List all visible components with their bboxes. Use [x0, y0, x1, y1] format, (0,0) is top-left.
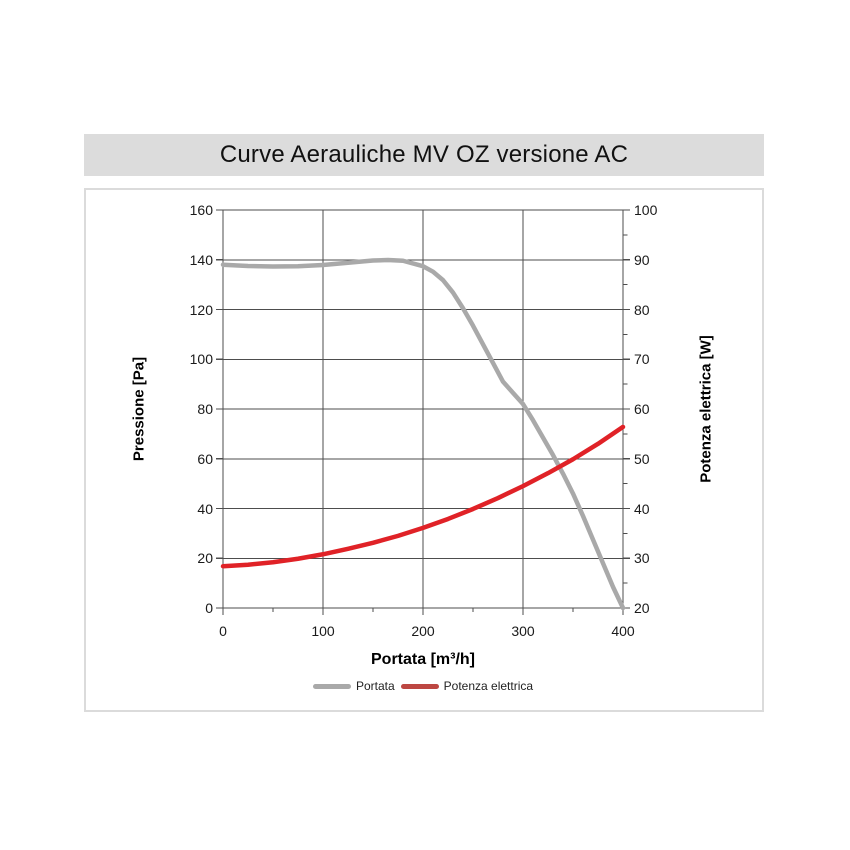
legend-item-potenza: Potenza elettrica [400, 679, 534, 693]
tick-label: 90 [634, 251, 650, 268]
tick-label: 40 [634, 500, 650, 517]
tick-label: 140 [189, 251, 213, 268]
tick-label: 60 [634, 401, 650, 417]
legend-label-potenza: Potenza elettrica [443, 679, 534, 693]
legend: Portata Potenza elettrica [223, 679, 623, 693]
y-axis-left-title: Pressione [Pa] [130, 356, 148, 462]
tick-label: 80 [197, 401, 213, 417]
plot-area [216, 209, 630, 615]
tick-label: 100 [311, 623, 335, 639]
tick-label: 20 [634, 600, 650, 616]
tick-label: 0 [219, 623, 227, 639]
curve-potenza-elettrica [220, 424, 626, 569]
chart-panel: Pressione [Pa] Potenza elettrica [W] 160… [84, 188, 764, 712]
chart-title: Curve Aerauliche MV OZ versione AC [219, 141, 629, 168]
tick-label: 80 [634, 301, 650, 318]
curve-portata [220, 257, 626, 611]
y-axis-right-title: Potenza elettrica [W] [697, 335, 715, 483]
portata-line-swatch [312, 683, 351, 689]
tick-label: 20 [197, 550, 213, 567]
tick-label: 100 [189, 351, 213, 368]
tick-label: 0 [205, 600, 213, 616]
tick-label: 160 [189, 202, 213, 218]
tick-label: 60 [197, 450, 213, 467]
tick-label: 70 [634, 351, 650, 368]
tick-label: 400 [611, 623, 635, 639]
tick-label: 200 [411, 623, 435, 639]
tick-label: 40 [197, 500, 213, 517]
chart-title-banner: Curve Aerauliche MV OZ versione AC [84, 134, 764, 176]
tick-label: 30 [634, 550, 650, 567]
tick-label: 300 [511, 623, 535, 639]
legend-item-portata: Portata [312, 679, 395, 693]
legend-label-portata: Portata [355, 679, 395, 693]
x-axis-title: Portata [m³/h] [371, 651, 475, 668]
tick-label: 120 [189, 301, 213, 318]
tick-label: 100 [634, 202, 658, 218]
tick-label: 50 [634, 450, 650, 467]
potenza-line-swatch [400, 683, 439, 689]
